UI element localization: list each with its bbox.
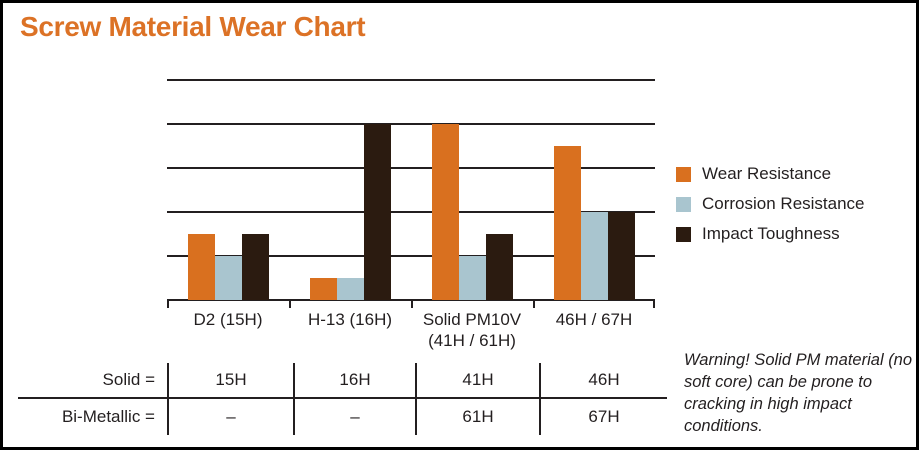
x-axis-labels: D2 (15H) H-13 (16H) Solid PM10V (41H / 61H)…: [167, 309, 655, 351]
bar-groups: [167, 80, 655, 300]
bar-corrosion-resistance: [458, 256, 486, 300]
legend-label: Impact Toughness: [702, 224, 840, 243]
gridline: [167, 167, 655, 169]
table-row-label: Solid =: [18, 363, 167, 399]
bar-corrosion-resistance: [214, 256, 242, 300]
category-label-line1: H-13 (16H): [307, 310, 393, 329]
table-row-label: Bi-Metallic =: [61, 407, 155, 426]
legend-label: Wear Resistance: [702, 164, 832, 183]
bar-impact-toughness: [485, 234, 513, 300]
category-label: H-13 (16H): [289, 309, 411, 351]
category-label-line1: 46H / 67H: [555, 310, 633, 329]
category-label: D2 (15H): [167, 309, 289, 351]
table-cell: 41H: [415, 363, 539, 399]
category-label: 46H / 67H: [533, 309, 655, 351]
bar-wear-resistance: [309, 278, 337, 300]
legend-swatch: [676, 166, 691, 182]
bar-corrosion-resistance: [580, 212, 608, 300]
axis-tick: [289, 300, 291, 308]
chart-legend: Wear Resistance Corrosion Resistance Impac…: [676, 164, 865, 256]
table-cell: 61H: [415, 399, 539, 435]
bar-impact-toughness: [363, 124, 391, 300]
hardness-table: Solid = 15H 16H 41H 46H Bi-Metallic = – –61H 67H: [18, 363, 667, 435]
page-title: Screw Material Wear Chart: [20, 11, 366, 42]
category-label-line2: (41H / 61H): [428, 331, 516, 350]
bar-group: [167, 80, 289, 300]
category-label: Solid PM10V (41H / 61H): [411, 309, 533, 351]
bar-group: [533, 80, 655, 300]
gridline: [167, 123, 655, 125]
legend-swatch: [676, 226, 691, 242]
table-cell: 16H: [293, 363, 415, 399]
legend-item: Wear Resistance: [676, 164, 865, 183]
warning-text: Warning! Solid PM material (no soft core…: [684, 351, 913, 435]
legend-item: Corrosion Resistance: [676, 194, 865, 213]
bar-wear-resistance: [553, 146, 581, 300]
bar-impact-toughness: [607, 212, 635, 300]
bar-group: [289, 80, 411, 300]
axis-tick: [411, 300, 413, 308]
table-cell: –: [293, 399, 415, 435]
bar-group: [411, 80, 533, 300]
table-cell: 46H: [539, 363, 667, 399]
gridline: [167, 79, 655, 81]
axis-tick: [167, 300, 169, 308]
table-cell: 15H: [167, 363, 293, 399]
table-cell: 67H: [539, 399, 667, 435]
legend-item: Impact Toughness: [676, 224, 865, 243]
bar-wear-resistance: [187, 234, 215, 300]
axis-tick: [653, 300, 655, 308]
table-cell: –: [167, 399, 293, 435]
bar-chart-plot: [167, 79, 655, 308]
category-label-line1: D2 (15H): [193, 310, 263, 329]
axis-tick: [533, 300, 535, 308]
legend-label: Corrosion Resistance: [702, 194, 865, 213]
gridline: [167, 211, 655, 213]
category-label-line1: Solid PM10V: [422, 310, 522, 329]
legend-swatch: [676, 196, 691, 212]
gridline: [167, 255, 655, 257]
bar-corrosion-resistance: [336, 278, 364, 300]
bar-wear-resistance: [431, 124, 459, 300]
bar-impact-toughness: [241, 234, 269, 300]
